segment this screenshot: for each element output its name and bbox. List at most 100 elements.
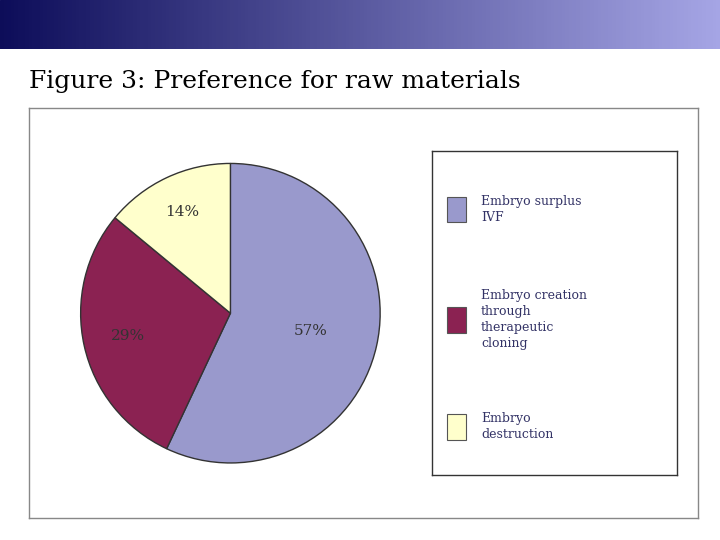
Bar <box>256 0 259 49</box>
Bar <box>515 0 518 49</box>
Bar <box>144 0 148 49</box>
Bar <box>479 0 482 49</box>
Bar <box>259 0 263 49</box>
Bar <box>706 0 709 49</box>
Bar <box>83 0 86 49</box>
Bar <box>446 307 467 333</box>
Bar <box>130 0 133 49</box>
Bar <box>396 0 400 49</box>
Bar <box>482 0 486 49</box>
Bar <box>349 0 353 49</box>
Bar <box>547 0 551 49</box>
Bar <box>252 0 256 49</box>
Bar <box>338 0 342 49</box>
Bar <box>644 0 648 49</box>
Bar <box>684 0 688 49</box>
Bar <box>194 0 198 49</box>
Text: 29%: 29% <box>111 329 145 343</box>
Bar <box>536 0 540 49</box>
Bar <box>126 0 130 49</box>
Bar <box>374 0 378 49</box>
Bar <box>115 0 119 49</box>
Bar <box>382 0 385 49</box>
Bar <box>274 0 277 49</box>
Bar <box>601 0 605 49</box>
Bar <box>580 0 583 49</box>
Bar <box>680 0 684 49</box>
Bar <box>652 0 655 49</box>
Bar <box>490 0 493 49</box>
Bar <box>583 0 587 49</box>
Bar <box>475 0 479 49</box>
Bar <box>659 0 662 49</box>
Bar <box>666 0 670 49</box>
Bar <box>698 0 702 49</box>
Bar <box>356 0 360 49</box>
Wedge shape <box>115 164 230 313</box>
Bar <box>76 0 79 49</box>
Bar <box>688 0 691 49</box>
Bar <box>504 0 508 49</box>
Bar <box>612 0 616 49</box>
Bar <box>72 0 76 49</box>
Bar <box>302 0 306 49</box>
Bar <box>18 0 22 49</box>
Bar <box>58 0 61 49</box>
Bar <box>360 0 364 49</box>
Bar <box>605 0 608 49</box>
Bar <box>626 0 630 49</box>
Bar <box>137 0 140 49</box>
Bar <box>400 0 403 49</box>
Bar <box>403 0 407 49</box>
Bar <box>443 0 446 49</box>
Bar <box>216 0 220 49</box>
Bar <box>608 0 612 49</box>
Bar <box>446 0 450 49</box>
Bar <box>421 0 425 49</box>
Bar <box>209 0 212 49</box>
Bar <box>508 0 511 49</box>
Text: 14%: 14% <box>166 205 199 219</box>
Bar <box>234 0 238 49</box>
Bar <box>40 0 43 49</box>
Bar <box>122 0 126 49</box>
Bar <box>472 0 475 49</box>
Bar <box>590 0 594 49</box>
Bar <box>4 0 7 49</box>
Bar <box>65 0 68 49</box>
Bar <box>36 0 40 49</box>
Bar <box>202 0 205 49</box>
Wedge shape <box>81 218 230 449</box>
Bar <box>79 0 83 49</box>
Bar <box>364 0 367 49</box>
Bar <box>410 0 414 49</box>
Bar <box>310 0 313 49</box>
Bar <box>151 0 155 49</box>
Bar <box>68 0 72 49</box>
Bar <box>526 0 529 49</box>
Bar <box>576 0 580 49</box>
Bar <box>230 0 234 49</box>
Bar <box>378 0 382 49</box>
Bar <box>169 0 173 49</box>
Bar <box>648 0 652 49</box>
Bar <box>702 0 706 49</box>
Bar <box>407 0 410 49</box>
Bar <box>598 0 601 49</box>
Bar <box>392 0 396 49</box>
Bar <box>284 0 288 49</box>
Bar <box>50 0 54 49</box>
Bar <box>493 0 497 49</box>
Bar <box>263 0 266 49</box>
Bar <box>587 0 590 49</box>
Bar <box>32 0 36 49</box>
Bar <box>241 0 245 49</box>
Bar <box>205 0 209 49</box>
Bar <box>266 0 270 49</box>
Bar <box>367 0 371 49</box>
Bar <box>418 0 421 49</box>
Bar <box>191 0 194 49</box>
Bar <box>198 0 202 49</box>
Bar <box>7 0 11 49</box>
Bar <box>500 0 504 49</box>
